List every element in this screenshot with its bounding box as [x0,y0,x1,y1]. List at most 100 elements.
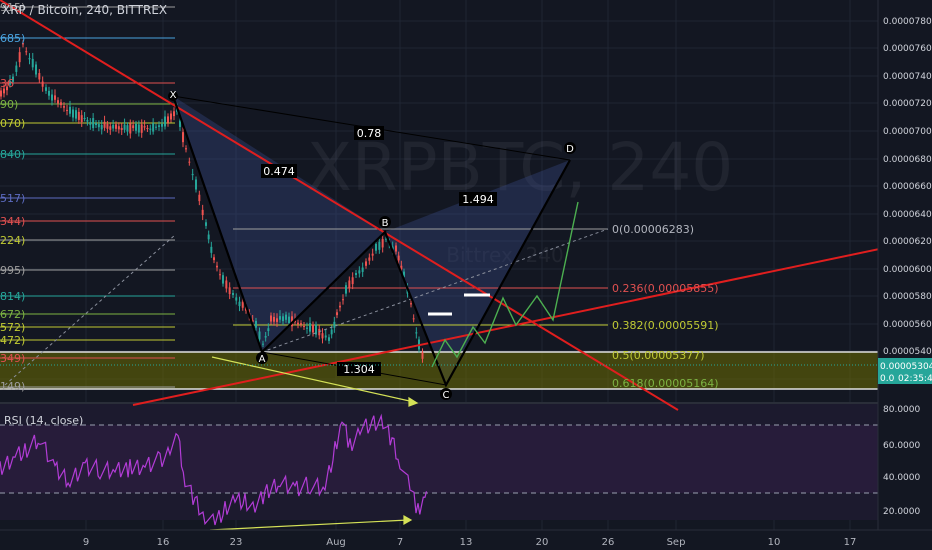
candle-body [117,126,120,130]
price-tick-label: 0.00007200 [883,99,932,109]
candle-body [282,316,284,322]
candle-body [306,327,308,329]
candle-body [41,81,44,87]
candle-body [0,90,2,97]
candle-body [241,301,244,308]
price-tick-label: 0.00007800 [883,17,932,27]
candle-body [279,316,281,320]
svg-text:344): 344) [0,215,25,228]
candle-body [385,238,387,240]
candle-body [330,329,333,335]
rsi-line [0,413,428,526]
candle-body [129,123,132,134]
candle-body [126,125,129,132]
candle-body [80,115,83,122]
price-tick-label: 0.00005400 [883,347,932,357]
candle-body [97,124,100,128]
left-fib-labels: 915) 685) 36 90) 070) 840) 517) 344) 224… [0,1,25,393]
point-c-label: C [443,390,450,401]
candle-body [351,277,354,285]
candle-body [51,94,53,101]
candle-body [140,124,143,133]
time-tick-label: 16 [157,537,170,548]
candle-body [312,324,314,333]
candle-body [191,173,194,176]
svg-text:472): 472) [0,334,25,347]
candle-body [152,123,155,132]
candle-body [333,321,336,328]
candle-body [255,320,257,328]
candle-body [28,58,31,60]
price-tick-label: 0.00005600 [883,320,932,330]
candle-body [391,246,394,250]
svg-text:0.382(0.00005591): 0.382(0.00005591) [612,319,719,332]
svg-text:517): 517) [0,192,25,205]
candle-body [198,194,201,202]
candle-body [397,255,400,261]
divergence-lines [209,356,419,531]
candle-body [123,124,126,130]
candle-body [86,120,89,122]
candle-body [75,110,77,119]
candle-body [6,86,8,91]
candle-body [155,126,157,128]
pattern-xab-fill [173,96,385,352]
pattern-bcd-fill [385,160,570,385]
candle-body [225,280,228,289]
candle-body [164,116,166,127]
price-axis[interactable] [878,0,932,550]
candle-body [336,312,338,316]
candle-body [83,117,86,119]
trendlines [0,0,932,411]
candle-body [173,111,175,117]
candle-body [355,273,357,275]
candle-body [267,328,270,332]
ratio-ac-label: 1.304 [343,363,375,376]
candle-body [38,73,41,80]
candle-body [288,316,290,323]
price-tick-label: 0.00006800 [883,155,932,165]
candle-body [315,324,317,335]
dashed-helpers [4,95,609,386]
candle-body [297,322,299,325]
svg-text:840): 840) [0,148,25,161]
time-axis[interactable] [0,530,932,550]
svg-text:0.236(0.00005855): 0.236(0.00005855) [612,282,719,295]
candle-body [100,125,103,130]
candle-body [309,323,311,332]
candle-body [219,274,221,276]
last-price-badge: 0.00005304 0.0 02:35:45 [878,358,932,384]
point-b-label: B [382,218,389,229]
candle-body [106,124,109,129]
price-tick-label: 0.00006600 [883,182,932,192]
candle-body [92,118,95,129]
rsi-tick-label: 60.0000 [883,441,920,451]
svg-text:572): 572) [0,321,25,334]
candle-body [273,316,275,322]
svg-text:0(0.00006283): 0(0.00006283) [612,223,694,236]
ratio-bd-label: 1.494 [462,193,494,206]
candle-body [109,126,112,130]
candle-body [18,52,21,63]
price-tick-label: 0.00005800 [883,292,932,302]
candle-body [103,121,106,128]
candle-body [395,245,397,252]
candle-body [12,76,14,82]
ratio-xb-label: 0.474 [263,165,295,178]
svg-text:070): 070) [0,117,25,130]
symbol-title: XRP / Bitcoin, 240, BITTREX [2,3,167,17]
candle-body [222,275,224,284]
candle-body [361,267,364,272]
time-tick-label: Aug [326,537,346,548]
point-d-label: D [566,144,574,155]
candle-body [95,123,97,125]
candle-body [72,109,74,118]
time-tick-label: 26 [602,537,615,548]
svg-text:915): 915) [0,1,25,14]
candle-body [210,246,213,253]
rsi-title: RSI (14, close) [4,414,83,427]
countdown-timer: 02:35:45 [898,374,932,384]
rsi-tick-label: 20.0000 [883,507,920,517]
svg-text:0.618(0.00005164): 0.618(0.00005164) [612,377,719,390]
